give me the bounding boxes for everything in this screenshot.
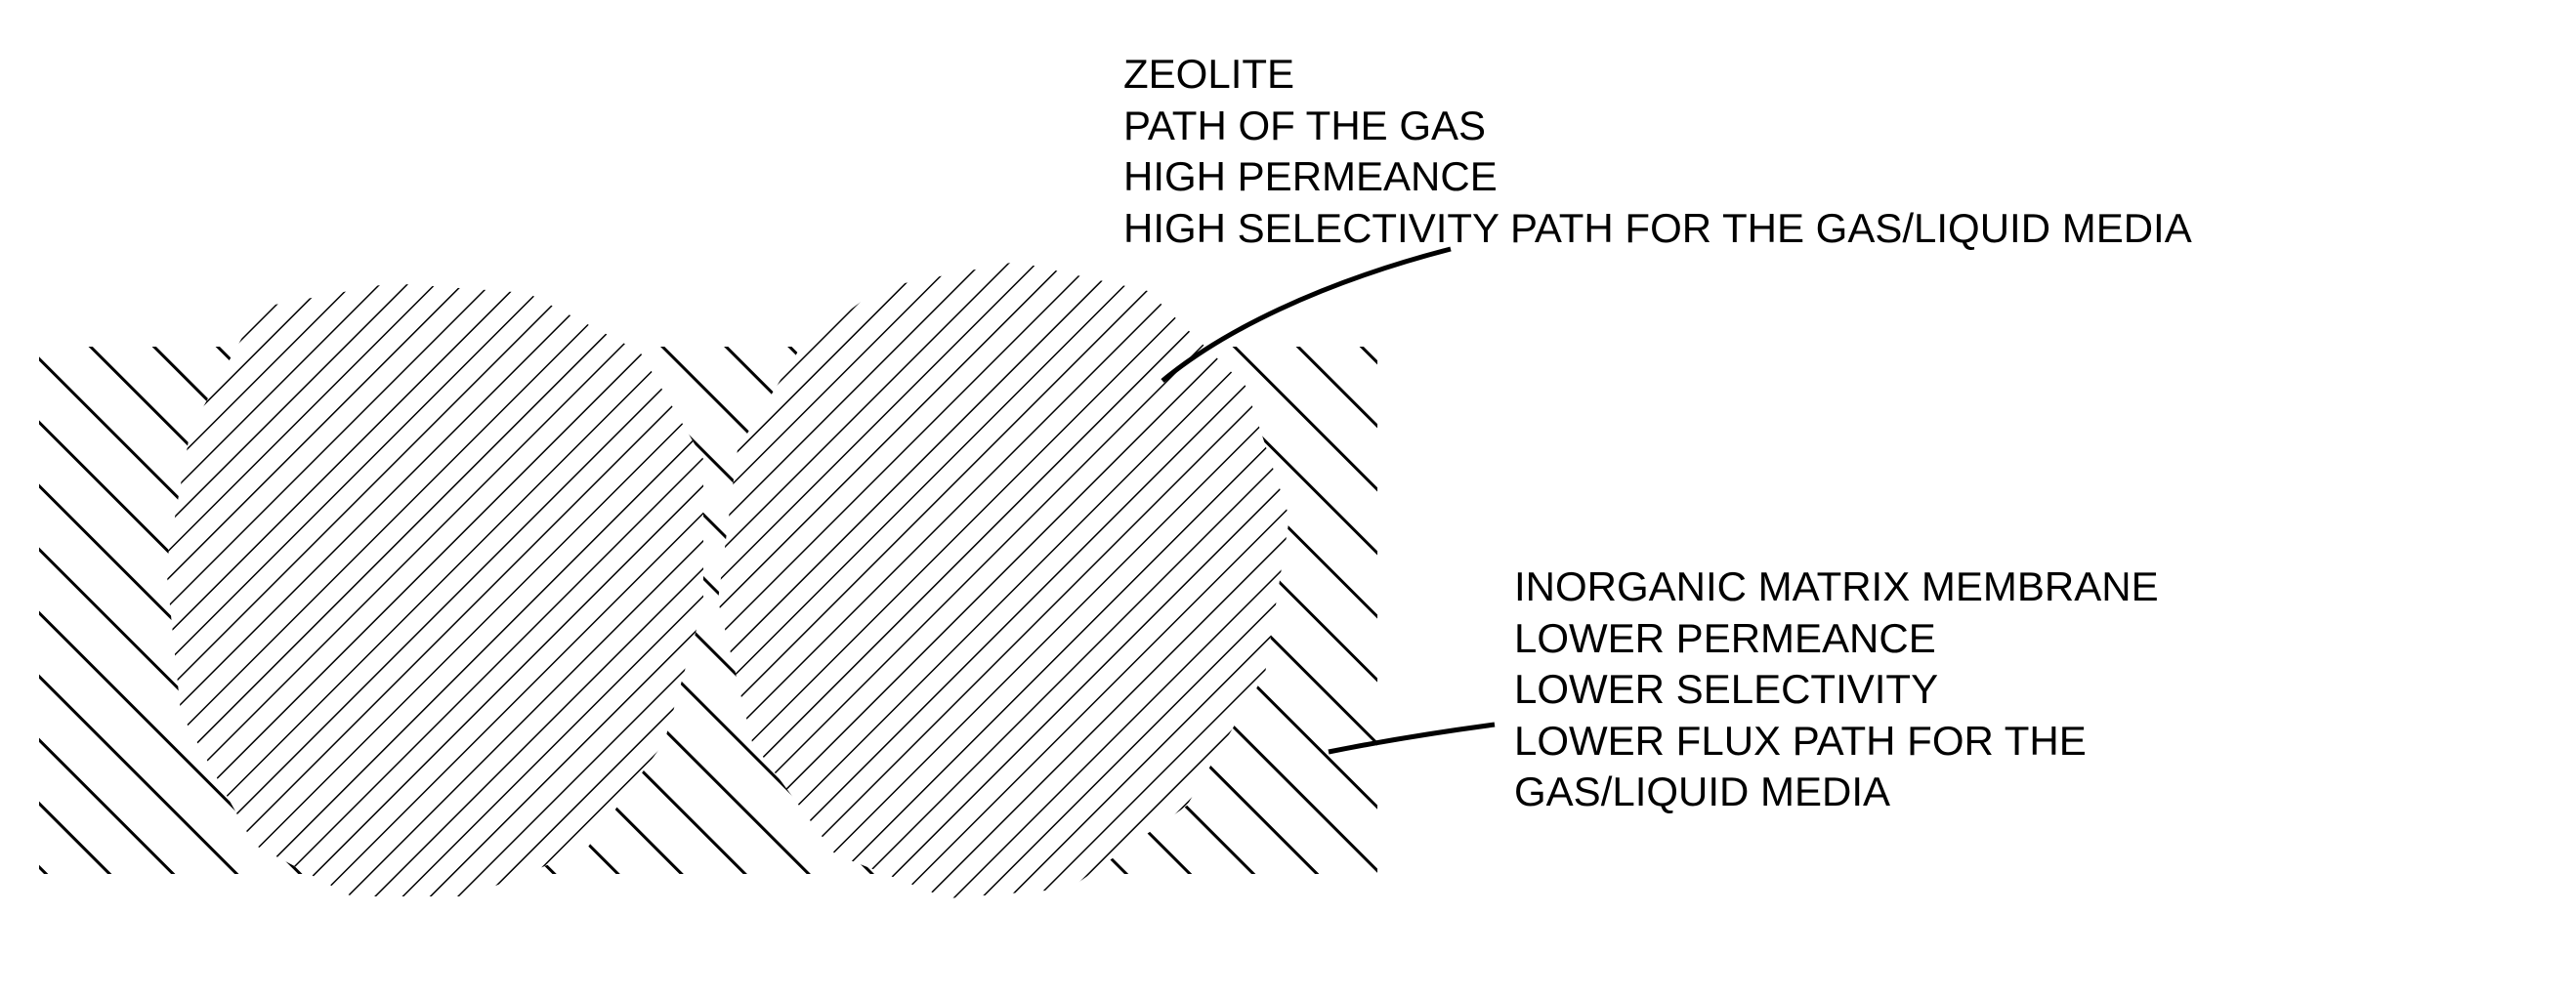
matrix-label-line-2: LOWER PERMEANCE <box>1514 613 2159 665</box>
matrix-label-line-3: LOWER SELECTIVITY <box>1514 664 2159 716</box>
zeolite-label-block: ZEOLITE PATH OF THE GAS HIGH PERMEANCE H… <box>1123 49 2192 254</box>
zeolite-label-line-3: HIGH PERMEANCE <box>1123 151 2192 203</box>
matrix-label-line-4: LOWER FLUX PATH FOR THE <box>1514 716 2159 768</box>
matrix-label-line-5: GAS/LIQUID MEDIA <box>1514 767 2159 818</box>
matrix-label-block: INORGANIC MATRIX MEMBRANE LOWER PERMEANC… <box>1514 561 2159 818</box>
matrix-label-line-1: INORGANIC MATRIX MEMBRANE <box>1514 561 2159 613</box>
zeolite-label-line-1: ZEOLITE <box>1123 49 2192 101</box>
zeolite-label-line-4: HIGH SELECTIVITY PATH FOR THE GAS/LIQUID… <box>1123 203 2192 255</box>
zeolite-label-line-2: PATH OF THE GAS <box>1123 101 2192 152</box>
